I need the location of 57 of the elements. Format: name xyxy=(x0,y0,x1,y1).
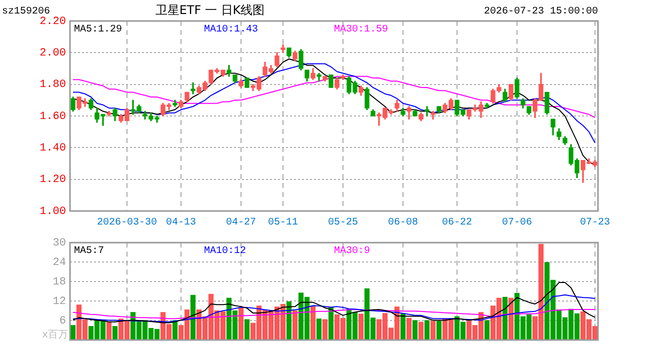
candlestick xyxy=(406,106,412,120)
bar xyxy=(508,298,514,340)
bar xyxy=(484,320,490,340)
x-tick-label: 07-06 xyxy=(502,218,532,229)
x-tick-label: 04-27 xyxy=(226,218,256,229)
y-axis-title: x百万 xyxy=(42,330,68,341)
text: MA30:1.59 xyxy=(334,24,388,36)
text: MA5:7 xyxy=(74,246,104,258)
bar xyxy=(436,320,442,340)
text: MA10:1.43 xyxy=(204,24,258,36)
bar xyxy=(406,318,412,340)
y-tick-label: 24 xyxy=(52,256,66,269)
candlestick xyxy=(424,106,430,116)
chart-title: 卫星ETF 一 日K线图 xyxy=(155,3,265,18)
bar xyxy=(190,294,196,340)
x-tick-label: 04-13 xyxy=(166,218,196,229)
text: MA30:9 xyxy=(334,246,370,258)
y-tick-label: 1.80 xyxy=(40,79,66,92)
bar xyxy=(328,307,334,340)
y-tick-label: 1.40 xyxy=(40,142,66,155)
bar xyxy=(502,296,508,340)
x-tick-label: 06-08 xyxy=(388,218,418,229)
bar xyxy=(310,306,316,340)
y-tick-label: 1.20 xyxy=(40,174,66,186)
bar xyxy=(424,320,430,340)
bar xyxy=(316,318,322,340)
y-tick-label: 18 xyxy=(52,276,66,288)
y-tick-label: 12 xyxy=(52,296,66,308)
candlestick xyxy=(316,72,322,82)
bar xyxy=(292,310,298,340)
y-tick-label: 6 xyxy=(59,315,66,328)
y-tick-label: 30 xyxy=(52,238,66,250)
bar xyxy=(106,322,112,340)
bar xyxy=(400,314,406,340)
bar xyxy=(112,326,118,340)
bar xyxy=(322,319,328,340)
candlestick xyxy=(190,82,196,94)
text: 2026-07-23 15:00:00 xyxy=(484,6,598,18)
y-tick-label: 1.60 xyxy=(40,110,66,123)
bar xyxy=(358,314,364,340)
text: MA10:12 xyxy=(204,246,246,258)
x-tick-label: 07-23 xyxy=(580,218,610,229)
y-tick-label: 2.00 xyxy=(40,48,66,60)
x-tick-label: 05-11 xyxy=(268,218,298,229)
x-tick-label: 2026-03-30 xyxy=(96,218,158,229)
y-tick-label: 2.20 xyxy=(40,16,66,28)
bar xyxy=(418,322,424,340)
text: MA5:1.29 xyxy=(74,24,122,36)
chart-subtitle: sz159206 xyxy=(2,6,50,18)
x-tick-label: 06-22 xyxy=(442,218,472,229)
bar xyxy=(238,308,244,340)
bar xyxy=(430,320,436,340)
bar xyxy=(244,319,250,340)
bar xyxy=(412,320,418,340)
candlestick xyxy=(430,110,436,120)
x-tick-label: 05-25 xyxy=(328,218,358,229)
y-tick-label: 1.00 xyxy=(40,206,66,218)
